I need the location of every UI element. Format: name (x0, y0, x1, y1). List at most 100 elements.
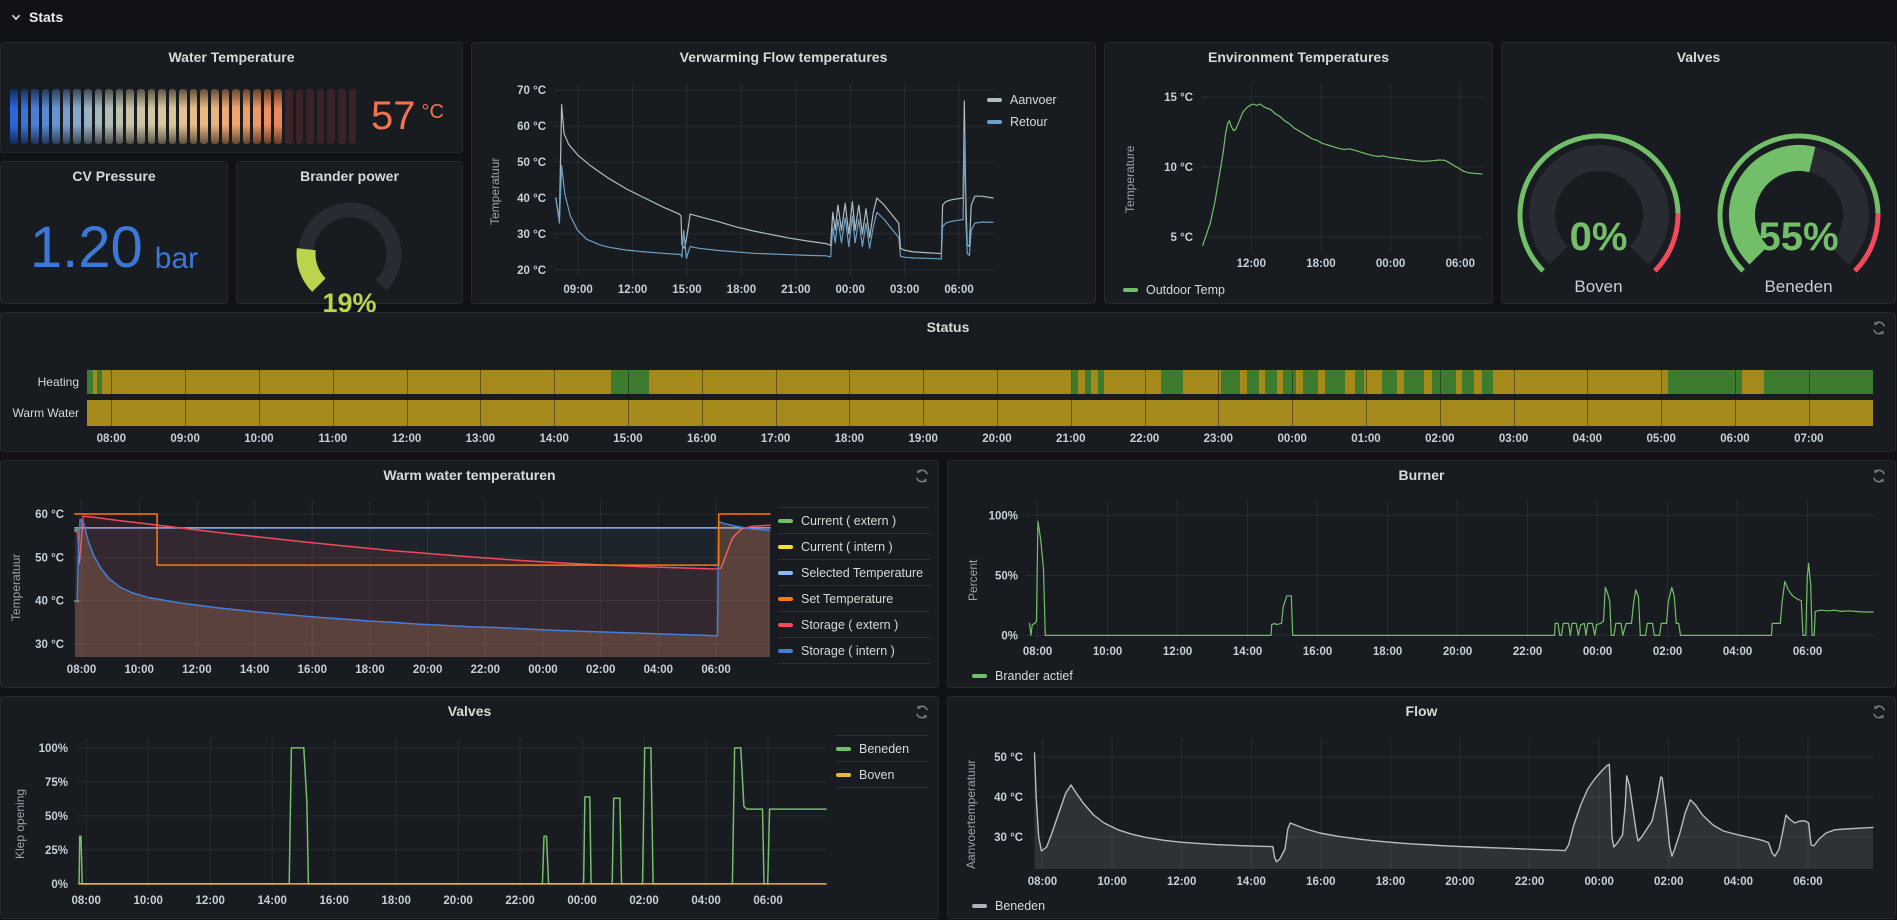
x-tick-label: 01:00 (1351, 433, 1381, 445)
legend-item[interactable]: Set Temperature (778, 585, 930, 611)
refresh-icon[interactable] (914, 704, 930, 720)
legend-item[interactable]: Aanvoer (987, 89, 1085, 111)
svg-text:100%: 100% (39, 743, 68, 755)
led-bar (105, 89, 113, 144)
svg-text:18:00: 18:00 (355, 664, 384, 676)
legend-item[interactable]: Storage ( intern ) (778, 637, 930, 664)
legend-swatch (778, 570, 793, 575)
svg-text:25%: 25% (45, 845, 68, 857)
svg-text:12:00: 12:00 (182, 664, 211, 676)
panel-title[interactable]: Water Temperature (168, 49, 295, 65)
legend-swatch (778, 596, 793, 601)
panel-title[interactable]: Verwarming Flow temperatures (679, 49, 888, 65)
legend-item[interactable]: Current ( extern ) (778, 507, 930, 533)
led-bar (348, 89, 357, 144)
svg-text:10:00: 10:00 (1097, 876, 1126, 888)
stat-value: 57 °C (371, 89, 444, 144)
svg-text:22:00: 22:00 (471, 664, 500, 676)
panel-title[interactable]: Status (926, 319, 970, 335)
environment-chart[interactable]: 12:00 18:00 00:00 06:00 5 °C 10 °C 15 °C (1105, 69, 1494, 280)
panel-title[interactable]: Burner (1398, 467, 1445, 483)
status-segment (87, 400, 1873, 426)
status-segment (1492, 370, 1668, 394)
status-row-label: Heating (37, 375, 79, 389)
x-tick-label: 00:00 (1277, 433, 1307, 445)
svg-text:00:00: 00:00 (1583, 646, 1612, 658)
svg-text:22:00: 22:00 (1515, 876, 1544, 888)
svg-text:16:00: 16:00 (298, 664, 327, 676)
led-bar (210, 89, 219, 144)
led-bar (20, 89, 29, 144)
led-bar (306, 89, 314, 144)
status-segment (1667, 370, 1742, 394)
legend-swatch (972, 904, 987, 908)
svg-text:16:00: 16:00 (319, 895, 348, 907)
legend-item[interactable]: Selected Temperature (778, 559, 930, 585)
x-tick-label: 18:00 (834, 433, 865, 445)
panel-title[interactable]: Valves (447, 703, 492, 719)
row-title: Stats (29, 9, 64, 25)
svg-text:40 °C: 40 °C (994, 792, 1023, 804)
status-track[interactable] (87, 400, 1873, 426)
svg-text:06:00: 06:00 (753, 895, 782, 907)
status-segment (1461, 370, 1475, 394)
led-bar (200, 89, 208, 144)
x-tick-label: 02:00 (1425, 433, 1455, 445)
legend-swatch (972, 674, 987, 678)
legend-item[interactable]: Current ( intern ) (778, 533, 930, 559)
legend-label: Outdoor Temp (1146, 283, 1225, 297)
legend-item[interactable]: Brander actief (972, 665, 1073, 687)
refresh-icon[interactable] (1871, 704, 1887, 720)
svg-text:18:00: 18:00 (727, 284, 756, 296)
panel-title[interactable]: Environment Temperatures (1207, 49, 1389, 65)
burner-chart[interactable]: 08:00 10:00 12:00 14:00 16:00 18:00 20:00 22:00… (950, 487, 1885, 668)
svg-text:18:00: 18:00 (1373, 646, 1402, 658)
panel-title[interactable]: CV Pressure (72, 168, 156, 184)
led-bar (62, 89, 71, 144)
led-bar (10, 89, 18, 144)
legend-item[interactable]: Retour (987, 111, 1085, 133)
svg-text:02:00: 02:00 (629, 895, 658, 907)
panel-title[interactable]: Valves (1676, 49, 1721, 65)
svg-text:06:00: 06:00 (944, 284, 973, 296)
refresh-icon[interactable] (1871, 320, 1887, 336)
svg-text:04:00: 04:00 (644, 664, 673, 676)
status-row-label: Warm Water (12, 406, 79, 420)
svg-text:12:00: 12:00 (195, 895, 224, 907)
led-bar (52, 89, 60, 144)
legend: Outdoor Temp (1123, 279, 1225, 301)
y-axis-label: Klep opening (13, 788, 27, 859)
warm-water-chart[interactable]: 08:00 10:00 12:00 14:00 16:00 18:00 20:00 22:00… (1, 487, 776, 686)
status-track[interactable] (87, 370, 1873, 394)
panel-title[interactable]: Warm water temperaturen (383, 467, 556, 483)
legend-item[interactable]: Beneden (972, 895, 1045, 917)
status-segment (1424, 370, 1432, 394)
y-axis-label: Temperatuur (9, 553, 23, 621)
led-bar (84, 89, 92, 144)
legend-item[interactable]: Storage ( extern ) (778, 611, 930, 637)
svg-text:09:00: 09:00 (563, 284, 592, 296)
gauge-arc (296, 202, 401, 292)
svg-text:04:00: 04:00 (691, 895, 720, 907)
refresh-icon[interactable] (1871, 468, 1887, 484)
legend-item[interactable]: Outdoor Temp (1123, 279, 1225, 301)
flow-chart[interactable]: 08:00 10:00 12:00 14:00 16:00 18:00 20:00 22:00… (950, 723, 1885, 898)
led-bar (115, 89, 124, 144)
panel-title[interactable]: Brander power (300, 168, 399, 184)
legend-item[interactable]: Beneden (836, 735, 928, 761)
verwarming-chart[interactable]: 09:00 12:00 15:00 18:00 21:00 00:00 03:00 06:00… (486, 71, 999, 306)
legend-item[interactable]: Boven (836, 761, 928, 788)
panel-water-temperature: Water Temperature 57 °C (0, 42, 463, 153)
panel-title[interactable]: Flow (1405, 703, 1438, 719)
led-bar (253, 89, 261, 144)
valves-chart[interactable]: 08:00 10:00 12:00 14:00 16:00 18:00 20:00 22:00… (1, 723, 834, 917)
svg-text:70 °C: 70 °C (517, 85, 546, 97)
status-segment (1763, 370, 1873, 394)
svg-text:30 °C: 30 °C (994, 832, 1023, 844)
x-tick-label: 07:00 (1794, 433, 1824, 445)
x-tick-label: 20:00 (982, 433, 1012, 445)
refresh-icon[interactable] (914, 468, 930, 484)
row-header[interactable]: Stats (0, 0, 63, 34)
status-timeline[interactable]: Heating Warm Water 08:00 09:00 10:00 11:00 12:… (1, 313, 1895, 451)
svg-text:16:00: 16:00 (1303, 646, 1332, 658)
